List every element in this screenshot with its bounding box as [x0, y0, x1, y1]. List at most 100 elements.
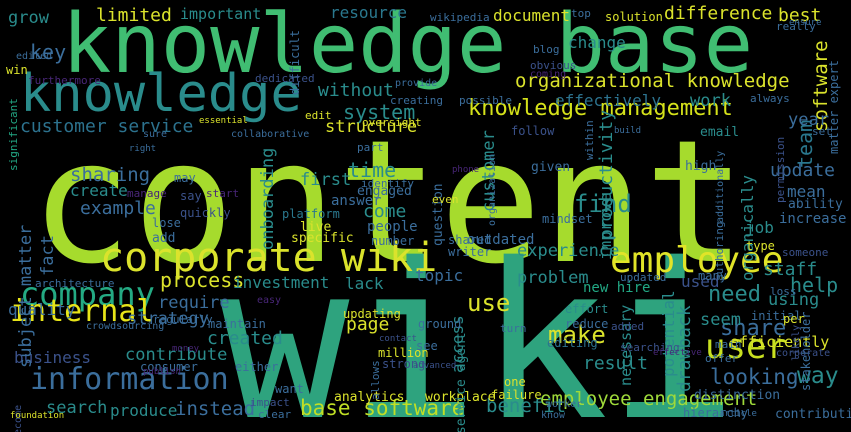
- word-type: type: [746, 239, 775, 253]
- word-within: within: [583, 120, 596, 160]
- word-make: make: [548, 321, 606, 349]
- word-ground: ground: [418, 317, 462, 331]
- word-impact: impact: [250, 396, 290, 409]
- word-specific: specific: [291, 231, 354, 246]
- word-may: may: [174, 171, 196, 185]
- word-come: come: [363, 201, 407, 222]
- word-phone: phone: [452, 165, 480, 175]
- word-updating: updating: [343, 307, 401, 321]
- word-need: need: [708, 282, 761, 307]
- word-content: content: [30, 104, 747, 302]
- word-win: win: [6, 63, 28, 77]
- word-identify: identify: [361, 177, 414, 190]
- word-provide: provide: [395, 78, 438, 89]
- word-permission: permission: [774, 136, 787, 203]
- word-effectively: effectively: [555, 91, 661, 110]
- word-people: people: [367, 219, 418, 235]
- word-experience: experience: [517, 241, 620, 261]
- word-updated: updated: [620, 271, 667, 284]
- word-best: best: [778, 5, 822, 26]
- word-sure: sure: [143, 129, 168, 140]
- word-solution: solution: [605, 10, 663, 24]
- word-customer-service: customer service: [20, 116, 194, 137]
- word-job: job: [745, 218, 774, 237]
- word-organization: organization: [487, 153, 498, 226]
- word-work: work: [690, 91, 731, 111]
- word-money: money: [172, 344, 200, 354]
- word-regularly: regularly: [153, 313, 213, 326]
- word-collaborative: collaborative: [231, 129, 310, 140]
- word-sharing: sharing: [70, 164, 151, 186]
- word-company: company: [20, 275, 155, 313]
- word-part: part: [357, 141, 384, 154]
- word-important: important: [180, 5, 262, 23]
- word-without: without: [318, 80, 394, 101]
- word-page: page: [346, 314, 390, 335]
- word-blog: blog: [533, 43, 560, 56]
- word-oversight: oversight: [362, 116, 422, 129]
- word-knowledge-base: knowledge base: [62, 0, 754, 92]
- word-answer: answer: [331, 193, 382, 209]
- word-right: right: [129, 144, 157, 154]
- word-either: either: [235, 360, 279, 374]
- word-instead: instead: [175, 398, 256, 420]
- word-business: business: [14, 348, 92, 367]
- word-grow: grow: [8, 8, 49, 28]
- word-build: build: [614, 126, 642, 136]
- word-topic: topic: [415, 266, 464, 285]
- word-document: document: [493, 6, 571, 25]
- word-quality: quality: [8, 300, 76, 319]
- word-organizational-knowledge: organizational knowledge: [515, 70, 790, 92]
- word-lack: lack: [345, 274, 384, 293]
- word-really: really: [776, 20, 816, 33]
- word-new-hire: new hire: [583, 280, 651, 296]
- word-crowdsourcing: crowdsourcing: [86, 321, 165, 332]
- word-initial: initial: [751, 309, 802, 323]
- word-strong: strong: [382, 357, 426, 371]
- word-million: million: [378, 346, 429, 360]
- word-key: key: [30, 40, 67, 64]
- word-effort: effort: [565, 302, 609, 316]
- word-subject-matter: subject matter: [16, 224, 36, 368]
- word-loss: loss: [770, 285, 797, 298]
- word-say: say: [180, 189, 202, 203]
- word-internal: internal: [10, 294, 155, 329]
- word-system: system: [343, 100, 416, 124]
- word-workplace: workplace: [425, 390, 496, 405]
- word-structure: structure: [325, 117, 418, 137]
- word-architecture: architecture: [35, 277, 115, 290]
- word-efficiently: efficiently: [730, 333, 830, 351]
- word-one: one: [504, 375, 526, 389]
- word-consumer: consumer: [140, 360, 198, 374]
- word-use: use: [467, 289, 511, 317]
- word-wiki: wiki: [220, 217, 738, 432]
- word-distinction: distinction: [694, 388, 781, 403]
- word-way: way: [797, 363, 839, 389]
- word-ensure: ensure: [789, 18, 822, 28]
- word-onboarding: onboarding: [258, 147, 278, 250]
- word-share: share: [720, 316, 787, 341]
- word-update: update: [770, 160, 836, 181]
- word-limited: limited: [96, 5, 172, 26]
- word-see: see: [416, 339, 438, 353]
- word-result: result: [583, 353, 649, 374]
- word-added: added: [611, 320, 645, 333]
- word-coming: coming: [530, 69, 567, 80]
- word-maintain: maintain: [208, 317, 266, 331]
- word-corporate: corporate: [776, 348, 831, 359]
- word-find: find: [574, 190, 632, 218]
- word-fact: fact: [38, 235, 58, 276]
- word-follow: follow: [511, 124, 555, 138]
- word-help: help: [790, 273, 839, 297]
- word-shared: shared: [448, 233, 492, 247]
- word-contact: contact: [379, 334, 417, 344]
- word-additionally: additionally: [715, 150, 726, 223]
- word-always: always: [750, 92, 790, 105]
- word-create: create: [70, 181, 128, 200]
- word-reduce: reduce: [565, 317, 609, 331]
- word-email: email: [700, 125, 740, 140]
- word-failure: failure: [491, 388, 542, 402]
- word-investment: investment: [233, 273, 330, 292]
- word-benefit: benefit: [486, 395, 567, 417]
